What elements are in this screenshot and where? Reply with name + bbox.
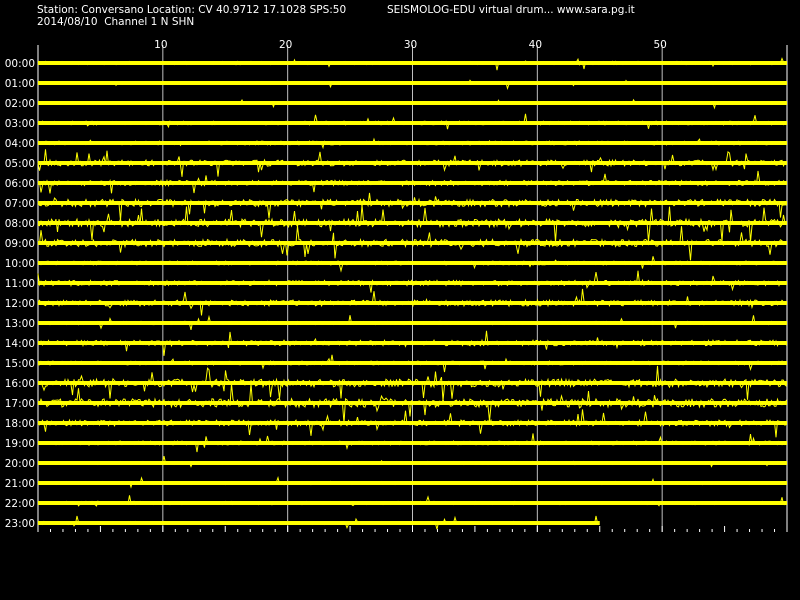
trace-line-row — [37, 113, 787, 130]
row-label-hour: 05:00 — [5, 158, 35, 170]
trace-band-row — [38, 101, 787, 105]
trace-band-row — [38, 221, 787, 225]
row-label-hour: 04:00 — [5, 138, 35, 150]
row-label-hour: 21:00 — [5, 478, 35, 490]
row-label-hour: 16:00 — [5, 378, 35, 390]
traces — [37, 57, 787, 530]
trace-line-row — [37, 192, 787, 221]
trace-line-row — [37, 57, 787, 71]
trace-line-row — [37, 270, 787, 293]
row-label-hour: 22:00 — [5, 498, 35, 510]
trace-line-row — [37, 365, 787, 401]
row-label-hour: 07:00 — [5, 198, 35, 210]
trace-line-row — [37, 515, 600, 530]
trace-line-row — [37, 409, 787, 438]
trace-line-row — [37, 495, 787, 507]
trace-line-row — [37, 149, 787, 177]
x-tick-label: 50 — [653, 39, 666, 51]
x-tick-label: 30 — [404, 39, 417, 51]
x-tick-label: 40 — [529, 39, 542, 51]
trace-line-row — [37, 256, 787, 273]
row-label-hour: 06:00 — [5, 178, 35, 190]
x-tick-label: 20 — [279, 39, 292, 51]
source-info: SEISMOLOG-EDU virtual drum... www.sara.p… — [387, 4, 635, 16]
trace-line-row — [37, 330, 787, 356]
row-label-hour: 02:00 — [5, 98, 35, 110]
trace-line-row — [37, 455, 787, 468]
row-label-hour: 01:00 — [5, 78, 35, 90]
row-label-hour: 17:00 — [5, 398, 35, 410]
row-label-hour: 13:00 — [5, 318, 35, 330]
trace-band-row — [38, 241, 787, 245]
trace-line-row — [37, 314, 787, 331]
trace-line-row — [37, 170, 787, 194]
date-channel-info: 2014/08/10 Channel 1 N SHN — [37, 16, 195, 28]
row-label-hour: 20:00 — [5, 458, 35, 470]
trace-line-row — [37, 98, 787, 110]
grid — [37, 45, 788, 532]
trace-band-row — [38, 321, 787, 325]
x-tick-label: 10 — [154, 39, 167, 51]
trace-line-row — [37, 79, 787, 90]
row-label-hour: 15:00 — [5, 358, 35, 370]
row-label-hour: 14:00 — [5, 338, 35, 350]
trace-line-row — [37, 137, 787, 150]
row-label-hour: 09:00 — [5, 238, 35, 250]
trace-line-row — [37, 225, 787, 261]
trace-line-row — [37, 475, 787, 489]
trace-line-row — [37, 383, 787, 424]
row-label-hour: 19:00 — [5, 438, 35, 450]
trace-line-row — [37, 354, 787, 373]
row-label-hour: 18:00 — [5, 418, 35, 430]
trace-band-row — [38, 181, 787, 185]
row-label-hour: 03:00 — [5, 118, 35, 130]
trace-line-row — [37, 288, 787, 316]
row-label-hour: 00:00 — [5, 58, 35, 70]
row-label-hour: 11:00 — [5, 278, 35, 290]
row-label-hour: 10:00 — [5, 258, 35, 270]
trace-line-row — [37, 204, 787, 243]
row-label-hour: 08:00 — [5, 218, 35, 230]
row-label-hour: 23:00 — [5, 518, 35, 530]
station-info: Station: Conversano Location: CV 40.9712… — [37, 4, 347, 16]
row-label-hour: 12:00 — [5, 298, 35, 310]
trace-line-row — [37, 433, 787, 453]
labels: 10 20 30 40 50 00:00 01:00 02:00 03:00 04:00 05:00… — [5, 39, 667, 530]
